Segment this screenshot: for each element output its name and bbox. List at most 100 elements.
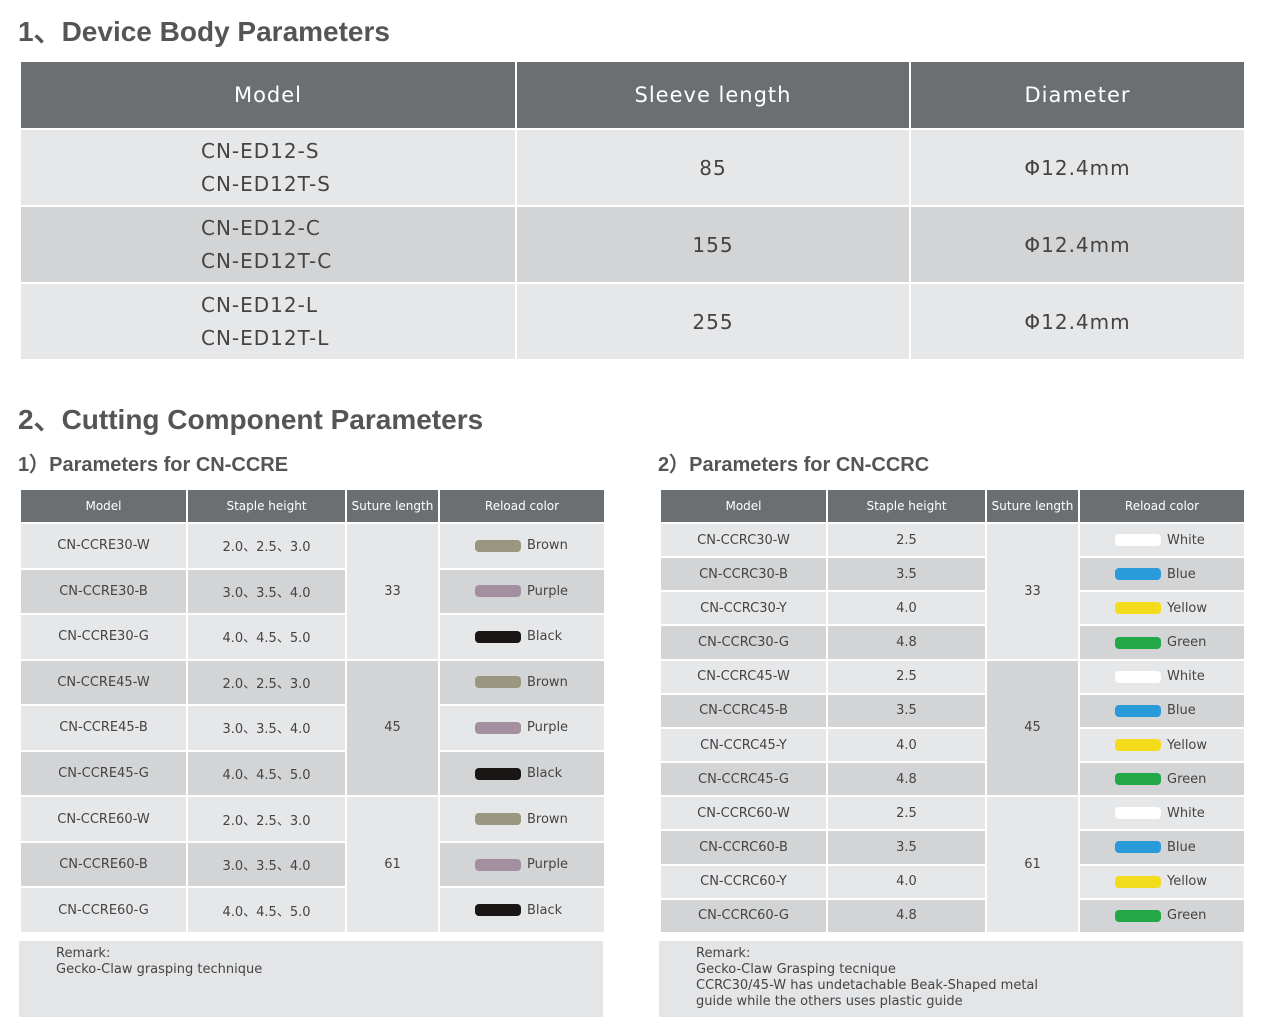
model-cell: CN-CCRC30-G	[659, 624, 828, 661]
model-cell: CN-CCRE30-B	[19, 567, 188, 616]
header-cell: Staple height	[186, 488, 347, 524]
model-cell: CN-CCRC30-B	[659, 556, 828, 593]
parameter-table: Model Staple height Suture length Reload co…	[19, 488, 606, 934]
staple-height: 2.5	[826, 795, 987, 832]
color-name: Brown	[527, 674, 568, 690]
remark-line: guide while the others uses plastic guid…	[696, 994, 963, 1009]
reload-color: Green	[1078, 624, 1246, 661]
remark-line: CCRC30/45-W has undetachable Beak-Shaped…	[696, 978, 1039, 993]
model-cell: CN-ED12-C CN-ED12T-C	[19, 205, 517, 284]
header-cell: Model	[19, 60, 517, 130]
model-cell: CN-ED12-S CN-ED12T-S	[19, 128, 517, 207]
model-cell: CN-CCRC45-W	[659, 658, 828, 695]
color-name: Blue	[1167, 839, 1196, 855]
table-row: CN-CCRE30-W 2.0、2.5、3.0 33 Brown	[19, 522, 606, 661]
color-name: White	[1167, 669, 1205, 685]
remark-line: Gecko-Claw Grasping tecnique	[696, 962, 896, 977]
header-row: Model Staple height Suture length Reload co…	[659, 488, 1246, 524]
color-name: Yellow	[1167, 737, 1208, 753]
staple-height: 3.0、3.5、4.0	[186, 567, 347, 616]
staple-height: 3.0、3.5、4.0	[186, 840, 347, 889]
color-swatch	[1115, 909, 1161, 922]
staple-height: 2.5	[826, 521, 987, 559]
diameter: Φ12.4mm	[909, 282, 1246, 361]
color-name: Purple	[527, 720, 569, 736]
staple-height: 2.0、2.5、3.0	[186, 658, 347, 707]
color-name: White	[1167, 805, 1205, 821]
model-cell: CN-CCRC60-B	[659, 829, 828, 866]
table-title: 1）Parameters for CN-CCRE	[18, 454, 289, 476]
table-row: CN-CCRC60-B 3.5 Blue	[659, 829, 1246, 866]
sleeve-length: 255	[515, 282, 911, 361]
model-cell: CN-CCRE60-B	[19, 840, 188, 889]
staple-height: 4.0、4.5、5.0	[186, 886, 347, 934]
table-row: CN-CCRC45-W 2.5 45 White	[659, 658, 1246, 798]
reload-color: Yellow	[1078, 863, 1246, 900]
suture-length: 45	[345, 658, 440, 798]
reload-color: Black	[438, 886, 606, 934]
header-cell: Suture length	[345, 488, 440, 524]
staple-height: 2.0、2.5、3.0	[186, 795, 347, 843]
model-cell: CN-CCRC60-G	[659, 897, 828, 934]
suture-length: 61	[345, 795, 440, 934]
color-swatch	[475, 539, 521, 552]
reload-color: White	[1078, 521, 1246, 559]
header-cell: Reload color	[438, 488, 606, 524]
color-swatch	[1115, 602, 1161, 615]
reload-color: Blue	[1078, 556, 1246, 593]
color-name: Brown	[527, 538, 568, 554]
color-swatch	[475, 721, 521, 734]
model-cell: CN-CCRC45-B	[659, 692, 828, 729]
reload-color: Blue	[1078, 829, 1246, 866]
reload-color: Purple	[438, 567, 606, 616]
color-swatch	[475, 904, 521, 917]
header-cell: Staple height	[826, 488, 987, 524]
color-name: Yellow	[1167, 600, 1208, 616]
reload-color: Black	[438, 613, 606, 661]
color-swatch	[1115, 568, 1161, 581]
reload-color: Brown	[438, 522, 606, 570]
table-row: CN-CCRE60-W 2.0、2.5、3.0 61 Brown	[19, 795, 606, 934]
color-name: Black	[527, 766, 563, 781]
model-cell: CN-CCRE45-W	[19, 658, 188, 707]
device-table: Model Sleeve length Diameter CN-ED12-S CN-ED…	[19, 60, 1246, 361]
color-swatch	[1115, 807, 1161, 820]
color-swatch	[475, 767, 521, 780]
model-cell: CN-CCRC30-Y	[659, 590, 828, 627]
color-swatch	[1115, 841, 1161, 854]
model-cell: CN-CCRC60-Y	[659, 863, 828, 900]
staple-height: 3.5	[826, 692, 987, 729]
staple-height: 4.0、4.5、5.0	[186, 613, 347, 661]
table-row: CN-CCRC45-G 4.8 Green	[659, 761, 1246, 798]
table-row: CN-CCRE30-G 4.0、4.5、5.0 Black	[19, 613, 606, 661]
staple-height: 3.5	[826, 556, 987, 593]
color-name: Purple	[527, 857, 569, 873]
staple-height: 4.8	[826, 761, 987, 798]
suture-length: 33	[985, 522, 1080, 661]
color-name: Purple	[527, 583, 569, 599]
staple-height: 4.8	[826, 897, 987, 934]
header-cell: Sleeve length	[515, 60, 911, 130]
model-cell: CN-CCRC45-Y	[659, 726, 828, 764]
reload-color: White	[1078, 658, 1246, 695]
color-swatch	[1115, 773, 1161, 786]
header-cell: Model	[19, 488, 188, 524]
model-cell: CN-CCRC45-G	[659, 761, 828, 798]
remark-label: Remark:	[56, 946, 111, 961]
model-name: CN-ED12T-C	[201, 248, 333, 273]
color-swatch	[475, 813, 521, 826]
staple-height: 4.8	[826, 624, 987, 661]
color-name: Yellow	[1167, 874, 1208, 890]
color-name: Green	[1167, 635, 1207, 651]
color-swatch	[1115, 875, 1161, 888]
color-name: Blue	[1167, 703, 1196, 719]
model-name: CN-ED12-S	[201, 138, 320, 163]
table-row: CN-CCRE45-B 3.0、3.5、4.0 Purple	[19, 704, 606, 752]
suture-length: 33	[345, 522, 440, 661]
diameter: Φ12.4mm	[909, 205, 1246, 284]
color-name: Blue	[1167, 566, 1196, 582]
diameter: Φ12.4mm	[909, 128, 1246, 207]
table-row: CN-CCRE45-W 2.0、2.5、3.0 45 Brown	[19, 658, 606, 798]
color-name: Brown	[527, 811, 568, 827]
reload-color: Yellow	[1078, 726, 1246, 764]
